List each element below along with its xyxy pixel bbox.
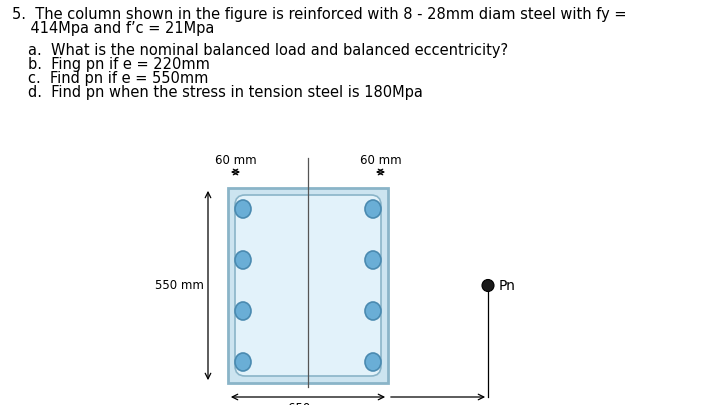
Ellipse shape: [235, 302, 251, 320]
Ellipse shape: [365, 251, 381, 269]
Text: d.  Find pn when the stress in tension steel is 180Mpa: d. Find pn when the stress in tension st…: [28, 85, 423, 100]
Text: Pn: Pn: [499, 279, 516, 292]
Text: 414Mpa and f’c = 21Mpa: 414Mpa and f’c = 21Mpa: [12, 21, 215, 36]
Ellipse shape: [365, 302, 381, 320]
Text: c.  Find pn if e = 550mm: c. Find pn if e = 550mm: [28, 71, 208, 86]
Text: 60 mm: 60 mm: [215, 154, 256, 167]
Ellipse shape: [365, 353, 381, 371]
Text: 5.  The column shown in the figure is reinforced with 8 - 28mm diam steel with f: 5. The column shown in the figure is rei…: [12, 7, 626, 22]
Text: 650 mm: 650 mm: [289, 402, 338, 405]
Text: e: e: [480, 404, 488, 405]
Text: 550 mm: 550 mm: [155, 279, 204, 292]
Ellipse shape: [235, 251, 251, 269]
Text: b.  Fing pn if e = 220mm: b. Fing pn if e = 220mm: [28, 57, 210, 72]
Bar: [228, 188, 388, 383]
Ellipse shape: [235, 353, 251, 371]
Circle shape: [482, 279, 494, 292]
Ellipse shape: [235, 200, 251, 218]
Text: 60 mm: 60 mm: [360, 154, 401, 167]
Ellipse shape: [365, 200, 381, 218]
FancyBboxPatch shape: [235, 195, 381, 376]
Text: a.  What is the nominal balanced load and balanced eccentricity?: a. What is the nominal balanced load and…: [28, 43, 508, 58]
